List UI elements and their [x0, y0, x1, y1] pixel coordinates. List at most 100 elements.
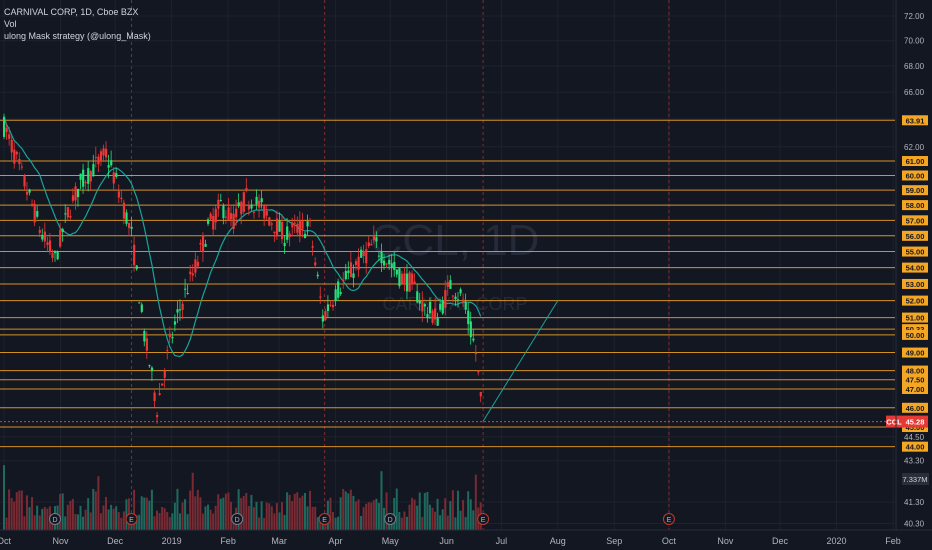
volume-bar — [25, 495, 28, 530]
level-label: 56.00 — [906, 232, 925, 241]
symbol-title[interactable]: CARNIVAL CORP, 1D, Cboe BZX — [4, 7, 139, 17]
candle-body — [377, 255, 381, 257]
y-tick-label: 41.30 — [904, 498, 925, 507]
volume-bar — [370, 502, 373, 530]
candle-body — [217, 199, 220, 209]
candle-body — [434, 308, 437, 320]
volume-bar — [385, 492, 388, 530]
volume-bar — [245, 493, 248, 530]
level-tag — [902, 170, 928, 181]
candle-body — [334, 289, 337, 302]
volume-bar — [143, 497, 146, 530]
volume-bar — [411, 497, 414, 530]
candle-body — [298, 220, 302, 236]
volume-bar — [431, 507, 434, 530]
volume-bar — [207, 504, 210, 530]
event-marker-label: E — [481, 517, 486, 524]
volume-bar — [303, 492, 306, 530]
candle-body — [347, 270, 350, 274]
volume-bar — [89, 512, 92, 530]
volume-bar — [362, 507, 365, 530]
volume-bar — [342, 488, 345, 530]
volume-bar — [349, 489, 352, 530]
volume-bar — [383, 507, 386, 530]
volume-bar — [446, 515, 449, 530]
candle-body — [79, 173, 82, 180]
x-tick-label: Feb — [220, 536, 236, 546]
volume-bar — [20, 490, 23, 530]
candle-body — [138, 302, 141, 304]
candle-body — [143, 331, 146, 342]
level-label: 53.00 — [906, 280, 925, 289]
candle-body — [301, 221, 304, 229]
volume-bar — [416, 505, 419, 530]
volume-bar — [194, 496, 197, 530]
volume-bar — [298, 497, 301, 530]
volume-bar — [250, 494, 253, 530]
volume-bar — [306, 506, 309, 530]
volume-bar — [252, 507, 255, 530]
level-label: 50.00 — [906, 331, 925, 340]
volume-bar — [219, 498, 222, 530]
volume-bar — [38, 515, 41, 530]
x-tick-label: Dec — [772, 536, 789, 546]
volume-bar — [120, 517, 123, 530]
level-label: 48.00 — [906, 367, 925, 376]
candle-body — [178, 309, 182, 311]
strategy-indicator-label[interactable]: ulong Mask strategy (@ulong_Mask) — [4, 31, 151, 41]
last-price-tag — [902, 415, 928, 428]
candle-body — [418, 300, 421, 304]
level-label: 50.33 — [906, 325, 925, 334]
candle-body — [383, 260, 386, 266]
last-price-label: 45.28 — [906, 418, 925, 427]
volume-bar — [46, 508, 49, 530]
candle-body — [354, 261, 358, 265]
level-tag — [902, 374, 928, 385]
candle-body — [357, 256, 360, 270]
volume-bar — [31, 497, 34, 530]
volume-bar — [191, 472, 194, 530]
volume-bar — [204, 506, 207, 530]
x-tick-label: Mar — [271, 536, 287, 546]
x-tick-label: 2019 — [162, 536, 182, 546]
candle-body — [158, 393, 161, 396]
volume-bar — [161, 507, 164, 530]
candle-body — [130, 226, 133, 229]
candle-body — [349, 262, 353, 278]
volume-bar — [153, 516, 156, 530]
candle-body — [48, 240, 52, 253]
candle-body — [436, 318, 439, 326]
volume-bar — [288, 494, 291, 530]
volume-bar — [357, 499, 360, 530]
volume-bar — [311, 506, 314, 530]
candle-body — [385, 263, 388, 265]
candle-body — [76, 188, 80, 198]
candle-body — [472, 338, 475, 341]
volume-bar — [3, 465, 5, 530]
candle-body — [153, 392, 156, 402]
candle-body — [314, 262, 317, 266]
volume-bar — [268, 503, 271, 530]
volume-bar — [367, 502, 370, 530]
volume-bar — [428, 504, 431, 530]
level-tag — [902, 262, 928, 273]
volume-bar — [28, 507, 31, 530]
volume-bar — [43, 506, 46, 530]
candle-body — [352, 273, 355, 278]
candle-body — [38, 230, 41, 233]
candle-body — [237, 202, 240, 207]
candle-body — [59, 229, 62, 247]
volume-bar — [5, 517, 8, 530]
candle-body — [64, 213, 67, 215]
volume-indicator-label[interactable]: Vol — [4, 19, 17, 29]
candle-body — [439, 303, 442, 310]
candle-body — [303, 233, 307, 239]
volume-bar — [105, 496, 108, 530]
candle-body — [166, 350, 169, 352]
ticker-tag: CCL — [886, 418, 902, 427]
candle-body — [199, 242, 202, 245]
candle-body — [184, 288, 187, 290]
candle-body — [390, 263, 393, 268]
volume-bar — [286, 492, 289, 530]
